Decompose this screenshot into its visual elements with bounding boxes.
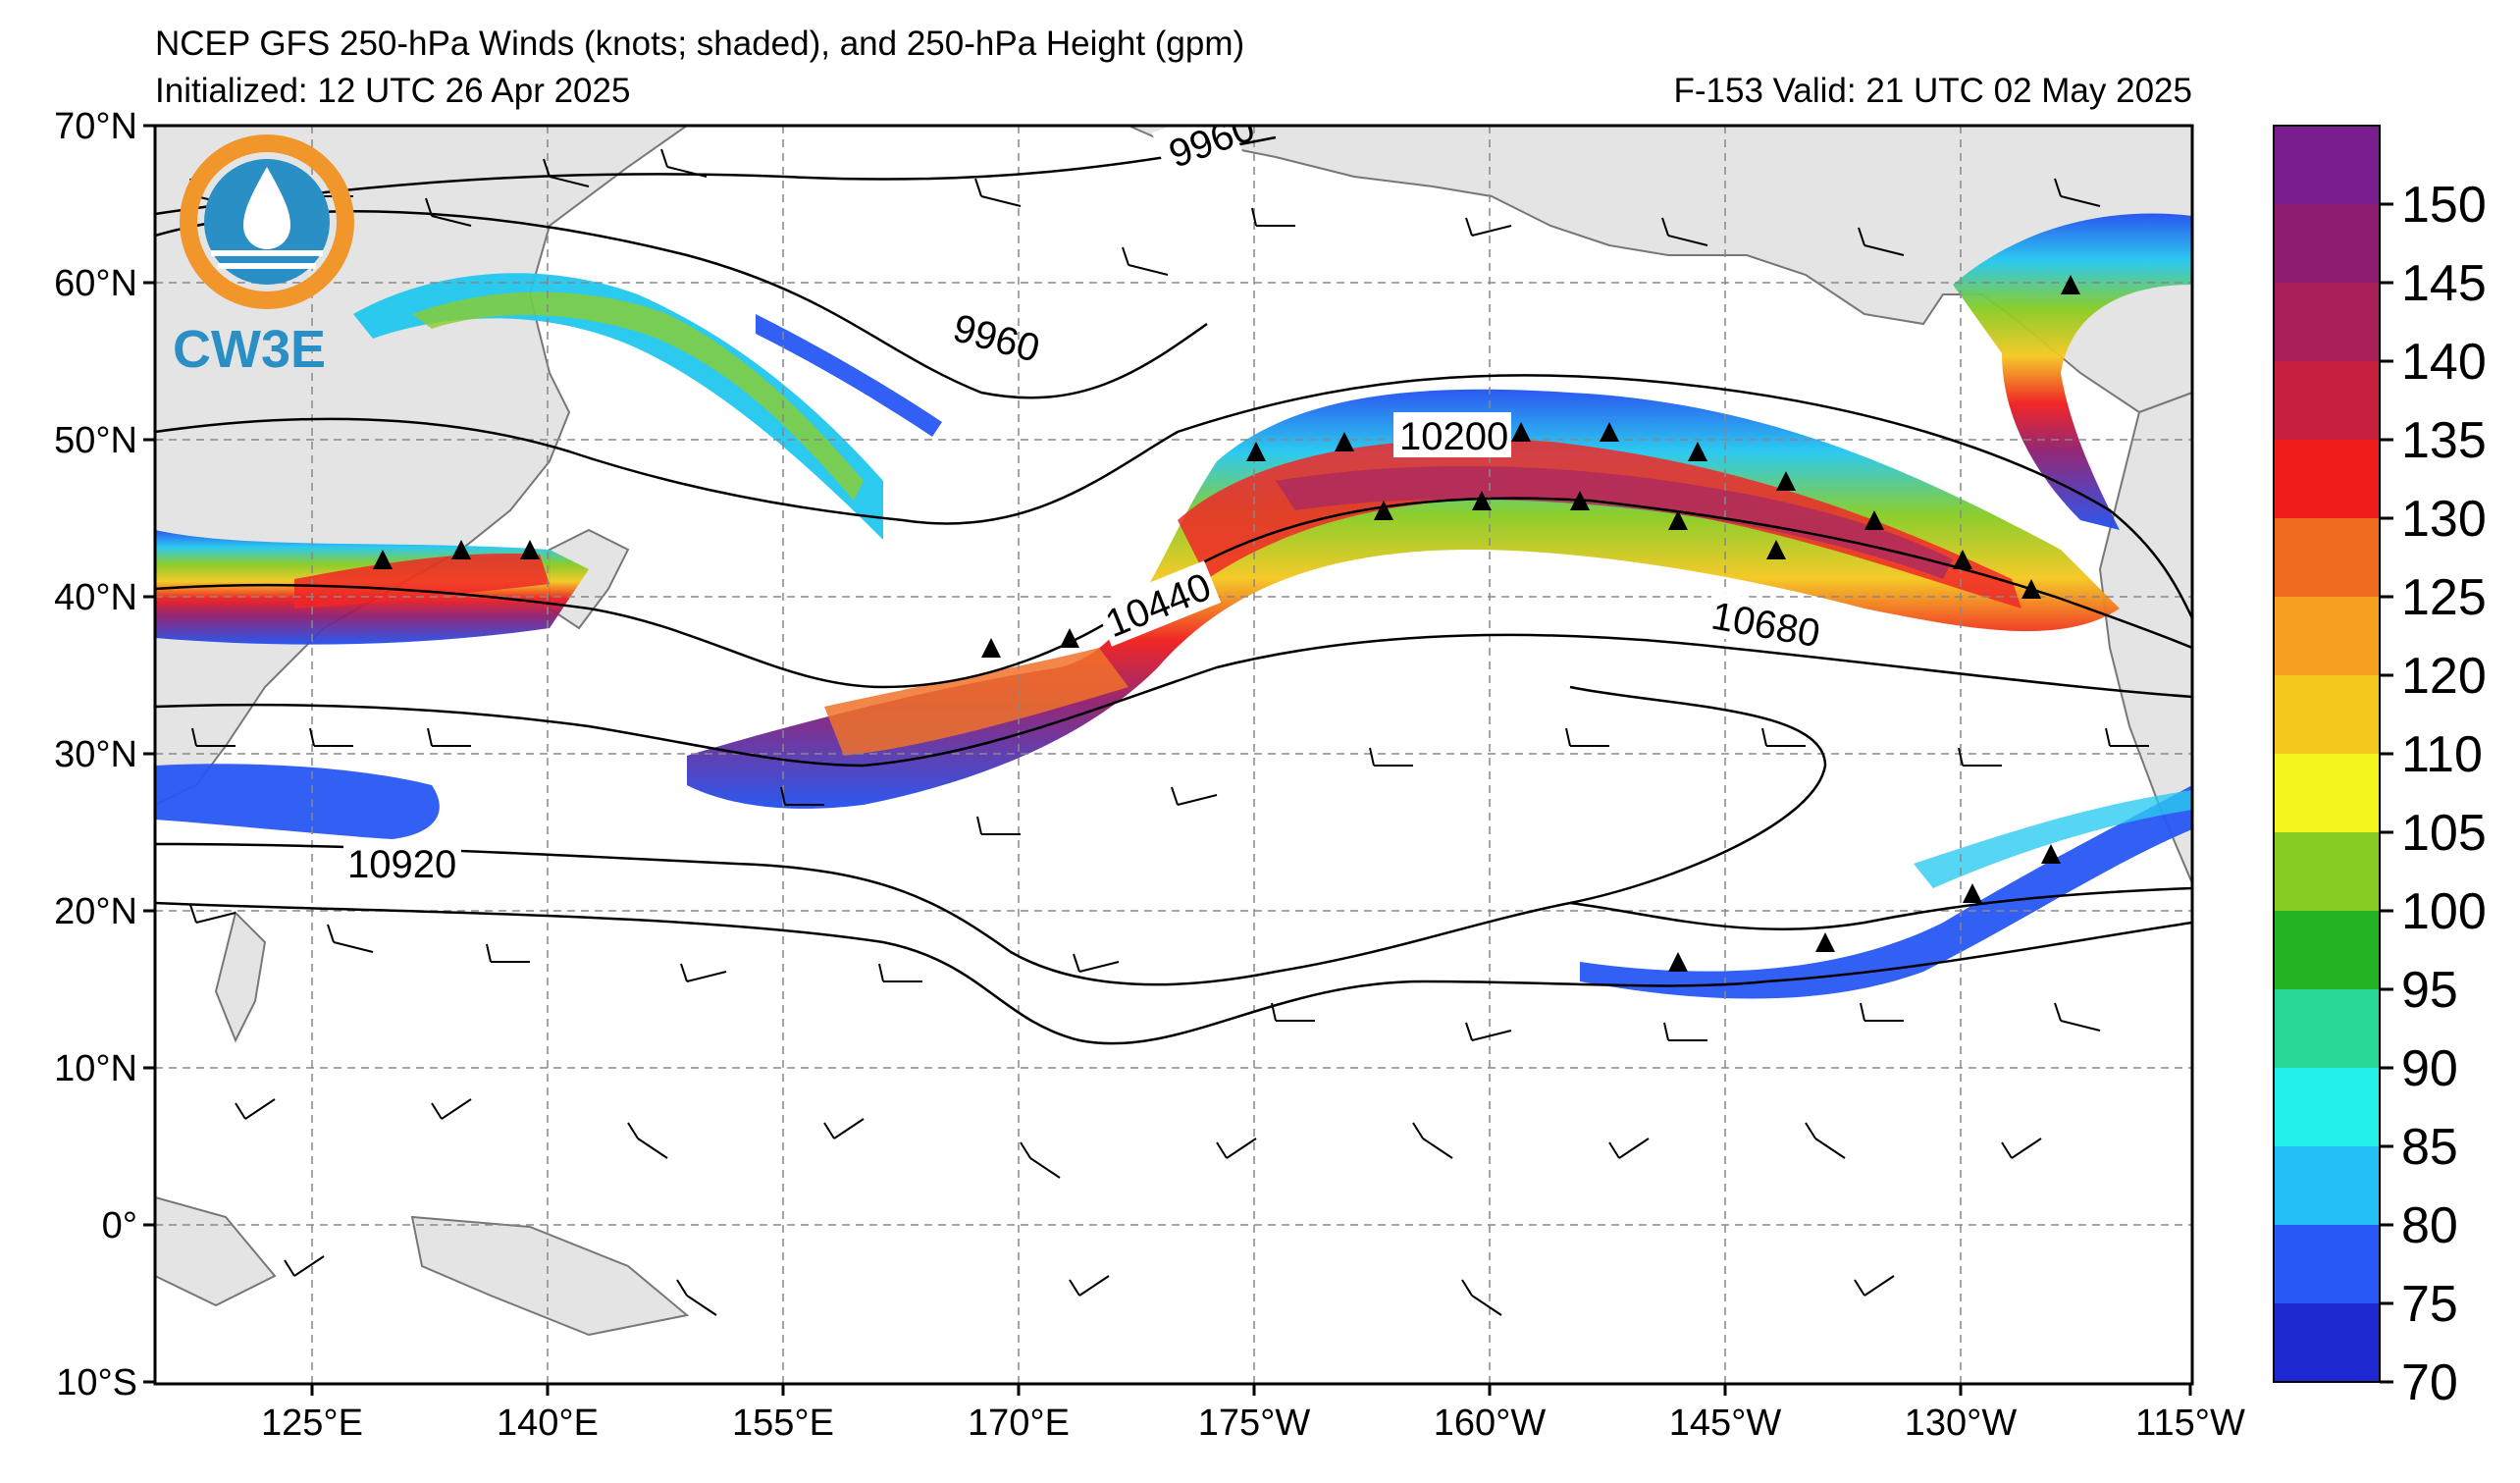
- colorbar-tick-label: 145: [2401, 255, 2487, 312]
- colorbar-tick-label: 140: [2401, 334, 2487, 391]
- jet-main-core-purple: [1276, 466, 1953, 579]
- colorbar-tick-label: 135: [2401, 412, 2487, 469]
- lon-label: 115°W: [2135, 1403, 2245, 1444]
- lat-label: 0°: [102, 1205, 137, 1246]
- colorbar-segment: [2274, 675, 2380, 755]
- colorbar-segment: [2274, 832, 2380, 912]
- lat-label: 10°S: [56, 1362, 137, 1404]
- colorbar-segment: [2274, 361, 2380, 441]
- contour-10200: [155, 374, 2192, 619]
- contour-9960: [155, 210, 1208, 399]
- lon-label: 125°E: [261, 1403, 363, 1444]
- colorbar-segment: [2274, 126, 2380, 205]
- colorbar-segment: [2274, 1303, 2380, 1383]
- new-guinea-land: [410, 1215, 690, 1337]
- colorbar-tick-label: 100: [2401, 883, 2487, 940]
- lon-label: 145°W: [1669, 1403, 1782, 1444]
- philippines-land: [214, 911, 267, 1043]
- colorbar-tick-label: 85: [2401, 1119, 2458, 1176]
- colorbar-tick-label: 130: [2401, 491, 2487, 548]
- lon-label: 130°W: [1905, 1403, 2018, 1444]
- colorbar-segment: [2274, 597, 2380, 676]
- jet-kamchatka: [756, 314, 942, 437]
- wind-shading: [155, 213, 2192, 999]
- colorbar-segment: [2274, 754, 2380, 833]
- colorbar-tick-label: 75: [2401, 1276, 2458, 1333]
- lat-label: 10°N: [54, 1048, 137, 1089]
- colorbar-segment: [2274, 1146, 2380, 1226]
- contour-label-10920: 10920: [347, 843, 456, 886]
- jet-subtropical-west: [155, 764, 440, 839]
- colorbar-segment: [2274, 204, 2380, 284]
- alaska-land: [1128, 126, 2192, 493]
- jet-west-core: [294, 554, 550, 609]
- valid-label: F-153 Valid: 21 UTC 02 May 2025: [1673, 72, 2192, 110]
- contour-10920: [155, 685, 1827, 986]
- lon-axis: 125°E 140°E 155°E 170°E 175°W 160°W 145°…: [261, 1384, 2245, 1444]
- colorbar-segment: [2274, 440, 2380, 519]
- lat-label: 20°N: [54, 891, 137, 932]
- lon-label: 160°W: [1434, 1403, 1547, 1444]
- jet-subtropical-east: [1580, 785, 2192, 999]
- logo-text: CW3E: [173, 320, 326, 379]
- lat-label: 40°N: [54, 577, 137, 618]
- lon-label: 155°E: [732, 1403, 834, 1444]
- map-area: 9960 9960 10200 10440 10680 10920 CW3E: [155, 126, 2192, 1384]
- lat-label: 70°N: [54, 106, 137, 147]
- lon-label: 175°W: [1198, 1403, 1311, 1444]
- colorbar-segment: [2274, 1068, 2380, 1147]
- colorbar-tick-label: 90: [2401, 1040, 2458, 1097]
- water-drop-icon: [243, 167, 290, 249]
- lat-label: 60°N: [54, 263, 137, 304]
- colorbar-tick-label: 110: [2401, 726, 2483, 783]
- wind-barbs: [189, 148, 2149, 1316]
- colorbar-segment: [2274, 283, 2380, 362]
- contour-tropical: [155, 901, 2192, 1045]
- chart-title: NCEP GFS 250-hPa Winds (knots; shaded), …: [155, 25, 1244, 63]
- jet-subtropical-east-core: [1914, 790, 2192, 888]
- colorbar-tick-label: 70: [2401, 1354, 2458, 1411]
- colorbar: 150 145 140 135 130 125 120 110 105 100 95 90 85 80 75…: [2273, 125, 2487, 1411]
- cw3e-logo: CW3E: [173, 134, 354, 379]
- colorbar-tick-label: 120: [2401, 648, 2487, 705]
- colorbar-segment: [2274, 911, 2380, 990]
- colorbar-tick-label: 105: [2401, 805, 2487, 862]
- colorbar-segment: [2274, 989, 2380, 1069]
- initialized-label: Initialized: 12 UTC 26 Apr 2025: [155, 72, 630, 110]
- colorbar-segment: [2274, 1225, 2380, 1304]
- jet-siberia-core: [412, 291, 864, 501]
- colorbar-tick-label: 150: [2401, 177, 2487, 234]
- colorbar-segment: [2274, 518, 2380, 598]
- lon-label: 140°E: [497, 1403, 599, 1444]
- colorbar-tick-label: 125: [2401, 569, 2487, 626]
- lat-label: 30°N: [54, 734, 137, 775]
- colorbar-tick-label: 95: [2401, 962, 2458, 1019]
- contour-10680: [155, 633, 2192, 768]
- jet-nw-america: [1953, 213, 2192, 530]
- colorbar-tick-label: 80: [2401, 1197, 2458, 1254]
- contour-9960-north: [155, 135, 1277, 216]
- contour-label-10200: 10200: [1399, 415, 1508, 458]
- lat-label: 50°N: [54, 420, 137, 461]
- lon-label: 170°E: [968, 1403, 1070, 1444]
- contour-10920-south: [1569, 886, 2192, 930]
- jet-main-west-core: [824, 648, 1129, 756]
- lat-axis: 70°N 60°N 50°N 40°N 30°N 20°N 10°N 0° 10…: [54, 106, 155, 1404]
- logo-ring: [180, 134, 354, 309]
